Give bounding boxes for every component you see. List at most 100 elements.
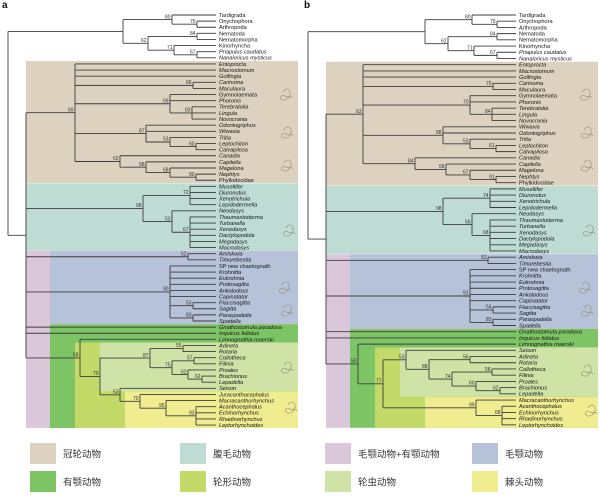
tip-label: Golfingia: [219, 74, 241, 80]
tip-label: Acanthocephalus: [218, 405, 262, 411]
support-value: 91: [463, 291, 469, 297]
support-value: 62: [141, 38, 147, 44]
tip-label: Thaumastoderma: [219, 215, 263, 221]
support-value: 60: [469, 381, 475, 387]
support-value: 70: [463, 100, 469, 106]
tip-label: Xenodasys: [518, 230, 547, 236]
support-value: 91: [489, 174, 495, 180]
support-value: 98: [136, 203, 142, 209]
support-value: 55: [176, 343, 182, 349]
branches: [307, 14, 516, 426]
support-value: 84: [190, 31, 196, 37]
support-value: 53: [399, 355, 405, 361]
tip-label: Rhadinorhynchus: [219, 417, 263, 423]
tip-label: Phoronis: [219, 99, 241, 105]
tip-label: Macracanthorhynchus: [519, 398, 574, 404]
tip-label: Spadella: [219, 319, 241, 325]
tip-label: Onychophora: [519, 19, 553, 25]
tip-label: Limnognathia maerski: [219, 337, 274, 343]
support-value: 68: [483, 230, 489, 236]
tip-labels: TardigradaOnychophoraArthropodaNematodaN…: [518, 13, 582, 429]
legend-swatch: [325, 471, 351, 492]
tip-label: Sagitta: [519, 311, 536, 317]
taxon-sketches: [578, 88, 598, 417]
tip-label: Spadella: [519, 323, 541, 329]
tip-label: Terebratalia: [519, 106, 548, 112]
tip-label: Macrostomum: [519, 69, 555, 75]
tip-label: Adineta: [218, 343, 238, 349]
support-value: 87: [143, 353, 149, 359]
tip-label: Magelona: [519, 168, 544, 174]
panel-b: 80 75 62 84 71 67 63 70 70 84 88 53 61 84 58 67 91 98 74 56…: [307, 13, 598, 429]
tip-label: Novocrania: [519, 118, 547, 124]
tip-label: Filinia: [519, 373, 534, 379]
tip-label: Seison: [219, 386, 236, 392]
tip-label: Xenotrichula: [218, 197, 250, 203]
tip-label: Priapulus caudatus: [519, 50, 567, 56]
support-value: 99: [469, 402, 475, 408]
support-value: 88: [422, 364, 428, 370]
tip-label: Rotaria: [219, 350, 237, 356]
support-value: 58: [485, 367, 491, 373]
support-value: 56: [463, 354, 469, 360]
support-value: 84: [485, 109, 491, 115]
tip-label: Lepidodermella: [219, 203, 257, 209]
annelid-sketch: [280, 159, 294, 172]
lophophorate-sketch: [579, 88, 593, 101]
support-value: 87: [139, 128, 145, 134]
tip-label: Megadasys: [219, 239, 248, 245]
tip-label: Nanaloricus mysticus: [519, 56, 572, 62]
tip-label: Paraspadella: [519, 317, 552, 323]
tip-label: Echinorhynchus: [219, 411, 259, 417]
support-value: 53: [165, 216, 171, 222]
tip-label: Entoprocta: [219, 62, 246, 68]
legend-swatch: [325, 443, 351, 464]
legend-swatch: [180, 443, 206, 464]
tip-label: Protosagitta: [219, 282, 249, 288]
tip-label: Capinatator: [219, 294, 249, 300]
tip-label: Maculaura: [519, 87, 545, 93]
gastrotrich-sketch: [582, 224, 596, 237]
tip-label: Wiwaxia: [519, 125, 540, 131]
chiton-sketch: [280, 126, 294, 139]
tip-label: Amiskwia: [518, 255, 543, 261]
tip-label: Ankalodous: [518, 292, 548, 298]
support-value: 75: [190, 19, 196, 25]
tip-label: Collotheca: [219, 356, 245, 362]
tip-label: Limnognathia maerski: [519, 342, 574, 348]
tip-label: Proales: [219, 368, 238, 374]
clade-block-lightgreen: [100, 342, 298, 392]
tip-label: Golfingia: [519, 75, 541, 81]
tip-label: Novocrania: [219, 117, 247, 123]
panel-b-label: b: [304, 0, 311, 11]
tip-label: Diuronotus: [219, 190, 246, 196]
legend-label: 腹毛动物: [213, 449, 252, 461]
support-value: 53: [463, 139, 469, 145]
tip-label: Tritia: [219, 135, 231, 141]
support-value: 95: [159, 403, 165, 409]
legend-label: 毛颚动物+有颚动物: [358, 449, 440, 461]
support-value: 88: [436, 130, 442, 136]
support-value: 83: [186, 313, 192, 319]
clade-block-tan: [26, 61, 298, 184]
support-value: 52: [481, 255, 487, 261]
tip-label: Nephtys: [519, 174, 540, 180]
legend-swatch: [30, 443, 56, 464]
support-value: 53: [186, 300, 192, 306]
taxon-sketches: [278, 88, 298, 414]
support-value: 62: [113, 156, 119, 162]
tip-label: Eukrohnia: [219, 276, 244, 282]
support-value: 80: [465, 14, 471, 20]
tip-label: Calvapilosa: [219, 148, 248, 154]
support-value: 67: [490, 50, 496, 56]
tip-label: Lepadella: [519, 392, 543, 398]
tip-label: Timorebestia: [519, 261, 551, 267]
support-values: 80 75 62 84 71 67 69 66 69 83 87 53 60 62 58 68 90 98 72 53…: [68, 14, 201, 416]
tip-label: Flaccisagitta: [219, 301, 250, 307]
support-value: 54: [486, 305, 492, 311]
tip-label: Nematomorpha: [519, 38, 558, 44]
tip-label: Lepadella: [219, 380, 243, 386]
chiton-sketch: [580, 126, 594, 139]
tip-label: Onychophora: [219, 19, 253, 25]
tip-label: Brachionus: [219, 374, 247, 380]
